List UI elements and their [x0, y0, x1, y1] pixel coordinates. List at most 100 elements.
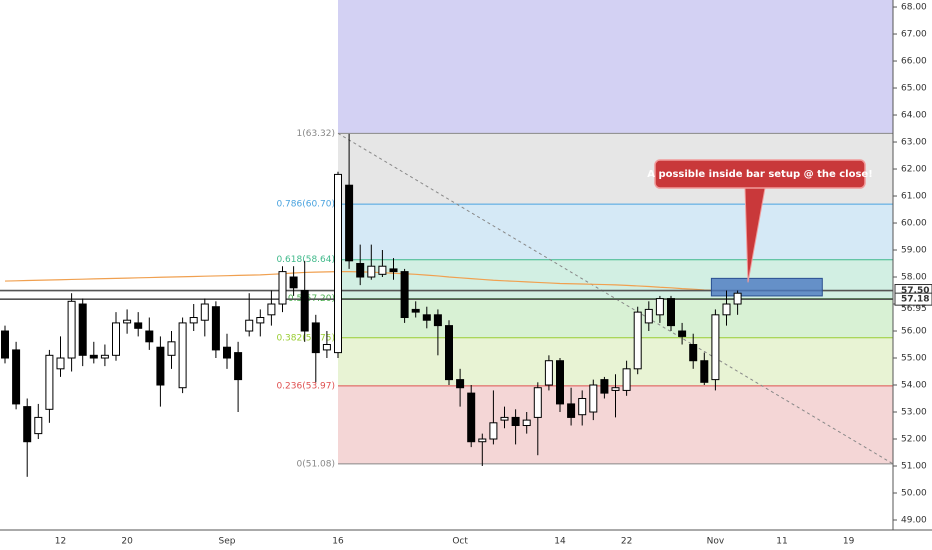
candle-body — [522, 419, 531, 427]
y-tick-label: 62.00 — [901, 165, 927, 175]
candle-body — [345, 184, 354, 262]
candle-body — [245, 319, 254, 332]
callout-text: A possible inside bar setup @ the close! — [647, 169, 873, 180]
callout-box — [654, 159, 866, 189]
candle-body — [56, 357, 65, 370]
y-tick-label: 59.00 — [901, 246, 927, 256]
candle-body — [578, 398, 587, 416]
x-tick-label: Oct — [452, 537, 468, 547]
candle-body — [567, 403, 576, 418]
x-tick-label: 20 — [121, 537, 133, 547]
y-tick-label: 51.00 — [901, 462, 927, 472]
candle-body — [23, 406, 32, 443]
fib-zone — [338, 204, 893, 260]
fib-label: 0.382(55.75) — [276, 333, 335, 343]
x-tick-label: Sep — [219, 537, 236, 547]
fib-label: 0.618(58.64) — [276, 255, 335, 265]
candle-body — [167, 341, 176, 356]
y-tick-label: 53.00 — [901, 408, 927, 418]
candle-body — [467, 392, 476, 443]
y-tick-label: 66.00 — [901, 57, 927, 67]
candle-body — [211, 306, 220, 351]
x-tick-label: 14 — [554, 537, 566, 547]
candle-body — [445, 325, 453, 381]
candle-body — [633, 311, 642, 370]
candle-body — [533, 387, 542, 418]
y-tick-label: 65.00 — [901, 84, 927, 94]
x-tick-label: 11 — [776, 537, 787, 547]
candle-body — [700, 360, 709, 383]
x-tick-label: 12 — [55, 537, 66, 547]
candle-body — [478, 438, 487, 443]
y-tick-label: 50.00 — [901, 489, 927, 499]
candle-body — [589, 384, 598, 413]
candle-body — [667, 298, 675, 327]
candle-body — [411, 308, 420, 313]
candle-body — [655, 298, 664, 316]
candle-body — [34, 416, 43, 435]
price-label: 57.50 — [901, 286, 929, 296]
y-tick-label: 58.00 — [901, 273, 927, 283]
candle-body — [45, 354, 54, 410]
y-tick-label: 55.00 — [901, 354, 927, 364]
candle-body — [178, 322, 187, 389]
candle-body — [611, 387, 620, 391]
candle-body — [12, 349, 21, 405]
last-price-label: 56.95 — [901, 304, 927, 314]
fib-label: 0.786(60.70) — [276, 200, 335, 210]
candle-body — [200, 303, 209, 321]
y-tick-label: 68.00 — [901, 3, 927, 13]
candle-body — [1, 330, 9, 359]
candle-body — [123, 319, 132, 324]
y-tick-label: 49.00 — [901, 516, 927, 526]
candle-body — [78, 303, 87, 356]
candle-body — [289, 276, 298, 289]
x-tick-label: 19 — [843, 537, 855, 547]
candle-body — [622, 368, 631, 391]
x-tick-label: Nov — [707, 537, 725, 547]
fib-zone — [338, 298, 893, 338]
candle-body — [67, 300, 76, 359]
candle-body — [689, 344, 698, 362]
candle-body — [456, 379, 465, 389]
candle-body — [544, 360, 553, 386]
y-tick-label: 52.00 — [901, 435, 927, 445]
candle-body — [422, 314, 431, 321]
candle-body — [389, 268, 398, 273]
fib-label: 0(51.08) — [296, 459, 335, 469]
candle-body — [100, 354, 109, 359]
y-tick-label: 64.00 — [901, 111, 927, 121]
candle-body — [367, 265, 376, 278]
y-tick-label: 60.00 — [901, 219, 927, 229]
fib-label: 0.236(53.97) — [276, 381, 335, 391]
candle-body — [433, 314, 442, 327]
candle-body — [556, 360, 564, 405]
candle-body — [134, 322, 143, 329]
x-tick-label: 16 — [332, 537, 344, 547]
candle-body — [89, 354, 98, 359]
highlight-box — [710, 277, 823, 297]
candle-body — [234, 352, 243, 381]
candle-body — [733, 292, 742, 305]
candle-body — [500, 416, 509, 421]
y-tick-label: 56.00 — [901, 327, 927, 337]
fib-zone — [338, 0, 893, 134]
x-tick-label: 22 — [621, 537, 632, 547]
candle-body — [489, 422, 498, 440]
price-label-box — [894, 292, 932, 306]
fib-label: 1(63.32) — [296, 129, 335, 139]
candle-body — [189, 317, 198, 324]
y-tick-label: 67.00 — [901, 30, 927, 40]
candle-body — [644, 308, 653, 324]
candle-body — [112, 322, 120, 356]
candle-body — [223, 346, 231, 359]
candle-body — [678, 330, 687, 337]
candle-body — [256, 317, 265, 324]
candle-body — [300, 290, 309, 332]
candle-body — [334, 173, 342, 354]
candle-body — [156, 346, 165, 386]
candle-body — [267, 303, 276, 316]
candle-body — [400, 271, 409, 319]
candle-body — [511, 416, 520, 427]
